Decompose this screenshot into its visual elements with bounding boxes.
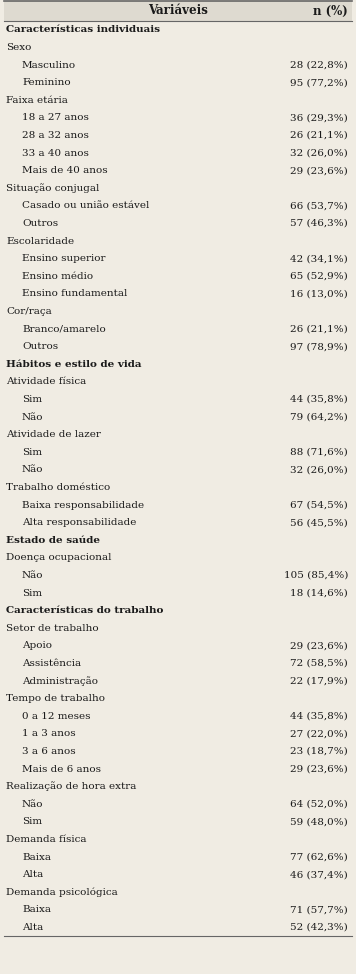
Text: 65 (52,9%): 65 (52,9%) <box>290 272 348 281</box>
Text: Alta: Alta <box>22 870 43 880</box>
Text: Outros: Outros <box>22 342 58 351</box>
Text: 1 a 3 anos: 1 a 3 anos <box>22 730 75 738</box>
Text: 28 (22,8%): 28 (22,8%) <box>290 60 348 69</box>
Text: 0 a 12 meses: 0 a 12 meses <box>22 712 90 721</box>
Text: 46 (37,4%): 46 (37,4%) <box>290 870 348 880</box>
Text: 57 (46,3%): 57 (46,3%) <box>290 219 348 228</box>
Text: 32 (26,0%): 32 (26,0%) <box>290 466 348 474</box>
Text: 44 (35,8%): 44 (35,8%) <box>290 712 348 721</box>
Text: Não: Não <box>22 571 43 580</box>
Text: Outros: Outros <box>22 219 58 228</box>
Text: 27 (22,0%): 27 (22,0%) <box>290 730 348 738</box>
Text: 18 (14,6%): 18 (14,6%) <box>290 588 348 597</box>
Text: Trabalho doméstico: Trabalho doméstico <box>6 483 110 492</box>
Text: Estado de saúde: Estado de saúde <box>6 536 100 544</box>
Text: Demanda psicológica: Demanda psicológica <box>6 887 118 897</box>
Text: 72 (58,5%): 72 (58,5%) <box>290 658 348 668</box>
Text: 23 (18,7%): 23 (18,7%) <box>290 747 348 756</box>
Text: 32 (26,0%): 32 (26,0%) <box>290 148 348 158</box>
Text: Assistência: Assistência <box>22 658 81 668</box>
Text: 42 (34,1%): 42 (34,1%) <box>290 254 348 263</box>
Text: 18 a 27 anos: 18 a 27 anos <box>22 113 89 123</box>
Text: Setor de trabalho: Setor de trabalho <box>6 623 99 633</box>
Text: Ensino fundamental: Ensino fundamental <box>22 289 127 298</box>
Text: 36 (29,3%): 36 (29,3%) <box>290 113 348 123</box>
Text: Masculino: Masculino <box>22 60 76 69</box>
Text: 105 (85,4%): 105 (85,4%) <box>284 571 348 580</box>
Text: n (%): n (%) <box>313 5 348 18</box>
Text: Variáveis: Variáveis <box>148 5 208 18</box>
Text: 52 (42,3%): 52 (42,3%) <box>290 923 348 932</box>
Text: Alta responsabilidade: Alta responsabilidade <box>22 518 136 527</box>
Text: Sim: Sim <box>22 817 42 826</box>
Text: Mais de 40 anos: Mais de 40 anos <box>22 167 108 175</box>
Text: Não: Não <box>22 466 43 474</box>
Text: Realização de hora extra: Realização de hora extra <box>6 782 136 792</box>
Text: Mais de 6 anos: Mais de 6 anos <box>22 765 101 773</box>
Text: Branco/amarelo: Branco/amarelo <box>22 324 106 333</box>
Text: 44 (35,8%): 44 (35,8%) <box>290 394 348 404</box>
Text: 71 (57,7%): 71 (57,7%) <box>290 905 348 915</box>
Text: Não: Não <box>22 413 43 422</box>
Text: Baixa responsabilidade: Baixa responsabilidade <box>22 501 144 509</box>
Text: Tempo de trabalho: Tempo de trabalho <box>6 694 105 703</box>
Text: Escolaridade: Escolaridade <box>6 237 74 245</box>
Text: Sexo: Sexo <box>6 43 31 52</box>
Text: 16 (13,0%): 16 (13,0%) <box>290 289 348 298</box>
Text: Demanda física: Demanda física <box>6 835 87 843</box>
Text: 28 a 32 anos: 28 a 32 anos <box>22 131 89 140</box>
Text: Alta: Alta <box>22 923 43 932</box>
Text: 22 (17,9%): 22 (17,9%) <box>290 677 348 686</box>
Text: Baixa: Baixa <box>22 852 51 861</box>
Text: Baixa: Baixa <box>22 905 51 915</box>
Text: Doença ocupacional: Doença ocupacional <box>6 553 111 562</box>
Text: Administração: Administração <box>22 676 98 686</box>
Text: Situação conjugal: Situação conjugal <box>6 183 99 193</box>
Text: 29 (23,6%): 29 (23,6%) <box>290 765 348 773</box>
Text: 64 (52,0%): 64 (52,0%) <box>290 800 348 808</box>
Text: Ensino superior: Ensino superior <box>22 254 105 263</box>
Text: 3 a 6 anos: 3 a 6 anos <box>22 747 75 756</box>
Text: 29 (23,6%): 29 (23,6%) <box>290 167 348 175</box>
Text: 26 (21,1%): 26 (21,1%) <box>290 324 348 333</box>
Text: 88 (71,6%): 88 (71,6%) <box>290 448 348 457</box>
Text: 95 (77,2%): 95 (77,2%) <box>290 78 348 87</box>
Text: Casado ou união estável: Casado ou união estável <box>22 202 150 210</box>
Text: Sim: Sim <box>22 448 42 457</box>
Text: Apoio: Apoio <box>22 641 52 651</box>
Text: Características do trabalho: Características do trabalho <box>6 606 163 616</box>
Text: Características individuais: Características individuais <box>6 25 160 34</box>
Text: Cor/raça: Cor/raça <box>6 307 52 316</box>
Text: Não: Não <box>22 800 43 808</box>
Text: Sim: Sim <box>22 394 42 404</box>
Text: 67 (54,5%): 67 (54,5%) <box>290 501 348 509</box>
Text: Sim: Sim <box>22 588 42 597</box>
Text: 79 (64,2%): 79 (64,2%) <box>290 413 348 422</box>
Text: Feminino: Feminino <box>22 78 70 87</box>
Text: Atividade física: Atividade física <box>6 377 86 387</box>
Text: 66 (53,7%): 66 (53,7%) <box>290 202 348 210</box>
Text: 77 (62,6%): 77 (62,6%) <box>290 852 348 861</box>
Text: Atividade de lazer: Atividade de lazer <box>6 431 101 439</box>
Text: 97 (78,9%): 97 (78,9%) <box>290 342 348 351</box>
Text: 33 a 40 anos: 33 a 40 anos <box>22 148 89 158</box>
Text: 29 (23,6%): 29 (23,6%) <box>290 641 348 651</box>
Text: 26 (21,1%): 26 (21,1%) <box>290 131 348 140</box>
Bar <box>4 1 352 21</box>
Text: 56 (45,5%): 56 (45,5%) <box>290 518 348 527</box>
Text: Ensino médio: Ensino médio <box>22 272 93 281</box>
Text: Faixa etária: Faixa etária <box>6 95 68 104</box>
Text: Hábitos e estilo de vida: Hábitos e estilo de vida <box>6 359 141 369</box>
Text: 59 (48,0%): 59 (48,0%) <box>290 817 348 826</box>
